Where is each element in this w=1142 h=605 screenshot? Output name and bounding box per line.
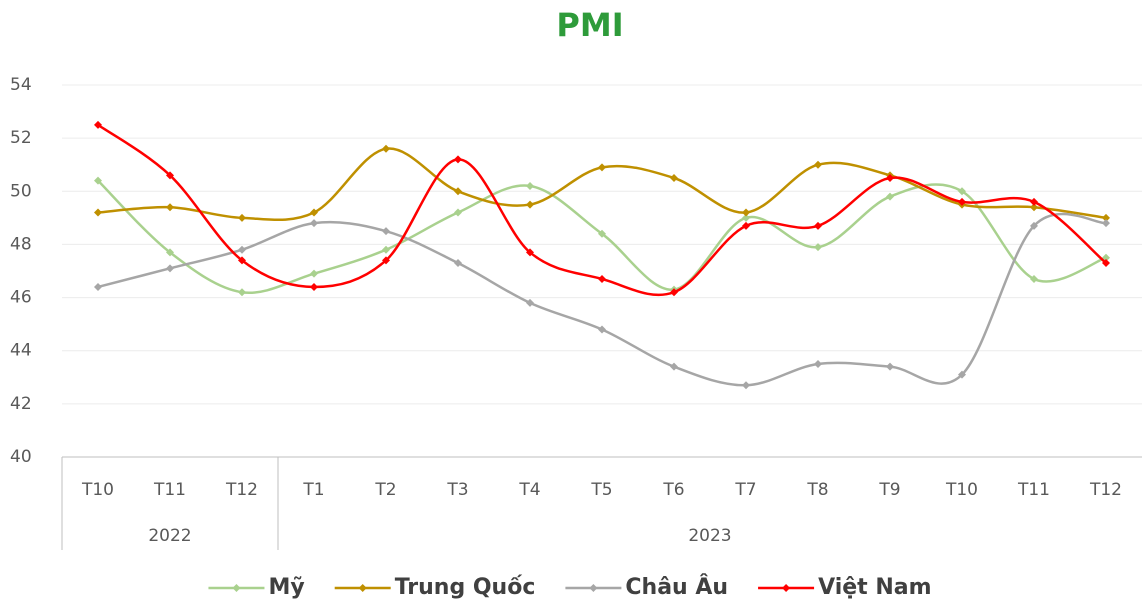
marker [670,174,678,182]
marker [886,192,894,201]
marker [598,325,606,334]
legend-marker [782,584,791,592]
x-group-label: 2023 [688,526,731,546]
marker [958,370,966,379]
marker [886,362,894,371]
x-tick-label: T11 [153,480,186,500]
series-line [97,147,1107,222]
marker [94,176,102,185]
x-tick-label: T2 [374,480,396,500]
legend-marker [589,584,598,592]
marker [742,213,750,222]
marker [814,243,822,252]
marker [382,144,390,153]
marker [958,187,966,196]
marker [238,256,246,265]
marker [814,360,822,368]
x-tick-label: T10 [81,480,114,500]
x-tick-label: T3 [446,480,468,500]
x-tick-label: T5 [590,480,612,500]
marker [670,288,678,297]
series-line [97,123,1107,297]
y-tick-label: 54 [10,75,32,95]
marker [94,282,102,291]
legend-marker [232,584,241,592]
marker [886,174,894,182]
marker [310,282,318,291]
y-tick-label: 50 [10,181,32,201]
marker [166,171,174,180]
series-line [97,212,1107,387]
x-tick-label: T12 [225,480,258,500]
y-tick-label: 42 [10,394,32,414]
x-tick-label: T12 [1089,480,1122,500]
legend-label: Mỹ [268,575,304,600]
marker [1102,259,1110,268]
legend-label: Châu Âu [625,574,728,600]
marker [454,155,462,164]
series [94,120,1110,297]
marker [166,248,174,257]
y-tick-label: 40 [10,447,32,467]
marker [1030,197,1038,206]
legend: Mỹ Trung Quốc Châu Âu Việt Nam [208,574,932,600]
marker [526,200,534,209]
marker [382,227,390,236]
marker [1030,274,1038,283]
marker [166,264,174,273]
marker [742,208,750,217]
marker [526,181,534,190]
series [94,144,1110,222]
marker [310,208,318,217]
marker [670,362,678,371]
legend-label: Trung Quốc [395,575,536,600]
marker [238,245,246,254]
marker [382,256,390,265]
x-tick-label: T6 [662,480,684,500]
marker [598,229,606,238]
marker [742,221,750,230]
marker [238,213,246,222]
marker [94,208,102,217]
marker [166,203,174,212]
marker [814,221,822,230]
marker [526,298,534,307]
marker [814,160,822,169]
legend-label: Việt Nam [818,575,931,600]
y-tick-label: 52 [10,128,32,148]
marker [742,381,750,390]
x-tick-label: T10 [945,480,978,500]
legend-marker [358,584,367,592]
series [94,212,1110,390]
marker [310,219,318,228]
series-line [97,179,1107,295]
marker [1030,221,1038,230]
x-group-label: 2022 [148,526,191,546]
x-tick-label: T11 [1017,480,1050,500]
marker [958,197,966,206]
chart-title: PMI [556,6,623,44]
x-tick-label: T8 [806,480,828,500]
x-tick-label: T1 [302,480,324,500]
x-tick-label: T4 [518,480,540,500]
x-tick-label: T7 [734,480,756,500]
marker [454,259,462,268]
x-tick-label: T9 [878,480,900,500]
marker [94,120,102,129]
y-tick-label: 46 [10,288,32,308]
y-tick-label: 44 [10,341,32,361]
marker [598,274,606,283]
marker [310,269,318,278]
y-tick-label: 48 [10,234,32,254]
marker [454,187,462,196]
marker [1102,213,1110,222]
marker [1102,219,1110,228]
marker [454,208,462,217]
marker [1030,203,1038,212]
marker [526,248,534,257]
marker [382,245,390,254]
marker [598,163,606,172]
marker [238,288,246,297]
